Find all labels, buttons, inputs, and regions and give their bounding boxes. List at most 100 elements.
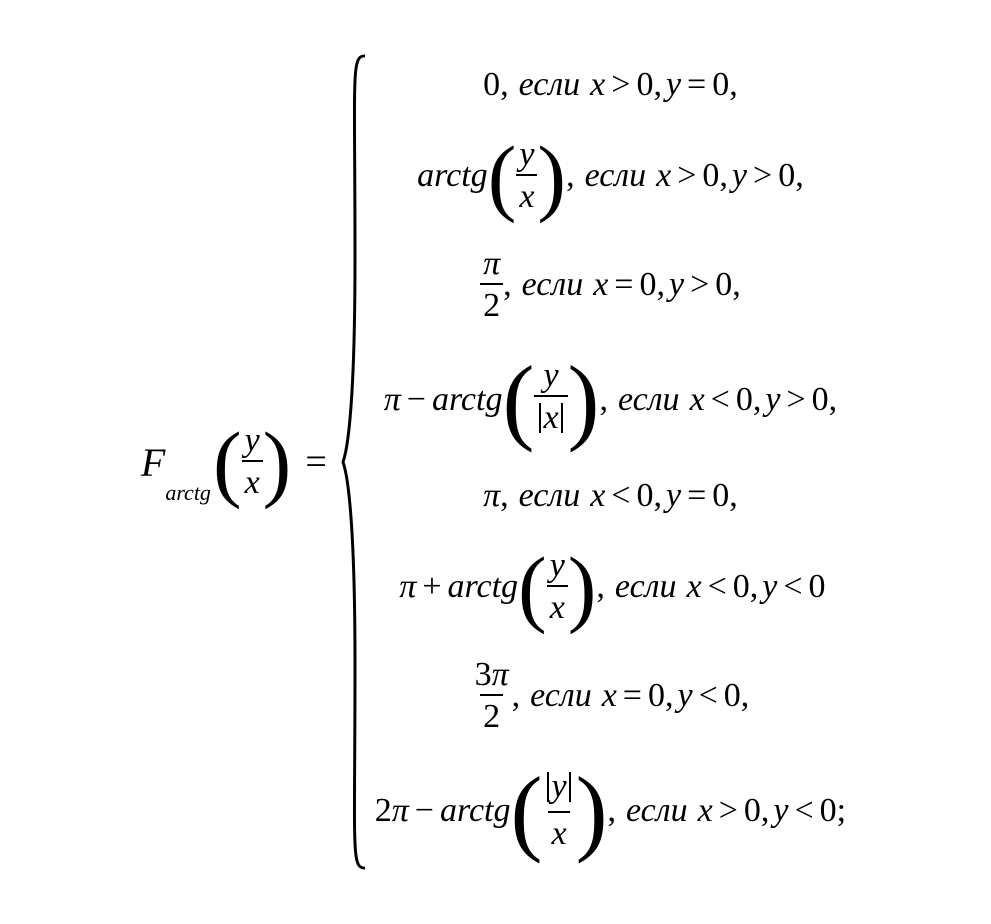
equation-lhs: F arctg ( y x ) — [141, 412, 291, 512]
abs-bar — [569, 772, 571, 802]
end: , — [829, 381, 842, 419]
fraction: y x — [516, 138, 537, 214]
comma: , — [753, 381, 766, 419]
comma: , — [719, 157, 732, 195]
fraction: y x — [542, 770, 575, 851]
end: , — [732, 266, 745, 304]
case-row-6: π + arctg ( y x ) , если x<0, y<0 — [375, 537, 850, 637]
num: 3π — [472, 658, 512, 694]
rparen: ) — [576, 755, 608, 866]
rparen: ) — [263, 412, 292, 512]
comma: , — [608, 792, 621, 830]
end: , — [741, 677, 754, 715]
plus: + — [416, 568, 447, 606]
den: 2 — [480, 283, 503, 323]
arctg: arctg — [448, 568, 519, 606]
rel: > — [780, 381, 811, 419]
arg: ( y x ) — [502, 344, 599, 455]
y: y — [551, 770, 566, 804]
rel: < — [705, 381, 736, 419]
rel: < — [702, 568, 733, 606]
arg: ( y x ) — [488, 126, 566, 226]
abs-bar — [539, 403, 541, 433]
rel: > — [605, 66, 636, 104]
case-row-4: π − arctg ( y x ) , если x<0, y>0, — [375, 344, 850, 455]
rparen: ) — [568, 344, 600, 455]
comma: , — [656, 266, 669, 304]
fraction-3pi-2: 3π 2 — [472, 658, 512, 734]
if-word: если — [524, 677, 602, 715]
end: , — [795, 157, 808, 195]
num: π — [480, 247, 503, 283]
yv: 0 — [712, 66, 729, 104]
rel: < — [605, 477, 636, 515]
comma: , — [600, 381, 613, 419]
xv: 0 — [744, 792, 761, 830]
rel: > — [671, 157, 702, 195]
x: x — [590, 477, 605, 515]
yv: 0 — [809, 568, 826, 606]
three: 3 — [475, 656, 492, 693]
case-row-8: 2π − arctg ( y x ) , если x>0, y<0; — [375, 755, 850, 866]
pi: π — [399, 568, 416, 606]
yv: 0 — [715, 266, 732, 304]
piecewise-equation: F arctg ( y x ) = 0, если x>0, y=0, — [141, 54, 850, 870]
yv: 0 — [778, 157, 795, 195]
lparen: ( — [488, 126, 517, 226]
den: x — [548, 811, 569, 851]
fraction-pi-2: π 2 — [480, 247, 503, 323]
x: x — [656, 157, 671, 195]
rel: < — [777, 568, 808, 606]
if-word: если — [513, 477, 591, 515]
lparen: ( — [502, 344, 534, 455]
pi: π — [392, 792, 409, 830]
rel: < — [693, 677, 724, 715]
num: y — [516, 138, 537, 174]
arctg: arctg — [417, 157, 488, 195]
rel: = — [617, 677, 648, 715]
arg: ( y x ) — [518, 537, 596, 637]
two: 2 — [375, 792, 392, 830]
abs-bar — [547, 772, 549, 802]
abs-x: x — [537, 401, 564, 435]
rel: < — [788, 792, 819, 830]
comma: , — [653, 66, 666, 104]
lparen: ( — [511, 755, 543, 866]
num: y — [547, 549, 568, 585]
den: 2 — [480, 694, 503, 734]
x: x — [543, 401, 558, 435]
if-word: если — [609, 568, 687, 606]
rel: > — [747, 157, 778, 195]
rel: > — [684, 266, 715, 304]
arctg: arctg — [440, 792, 511, 830]
case-row-7: 3π 2 , если x=0, y<0, — [375, 651, 850, 741]
xv: 0 — [702, 157, 719, 195]
rel: = — [681, 66, 712, 104]
y: y — [666, 66, 681, 104]
if-word: если — [579, 157, 657, 195]
cases-list: 0, если x>0, y=0, arctg ( y x ) , если x… — [369, 54, 850, 870]
rel: > — [713, 792, 744, 830]
end: ; — [837, 792, 850, 830]
y: y — [669, 266, 684, 304]
case-row-2: arctg ( y x ) , если x>0, y>0, — [375, 126, 850, 226]
if-word: если — [516, 266, 594, 304]
lhs-argument: ( y x ) — [213, 412, 291, 512]
rparen: ) — [568, 537, 597, 637]
y: y — [773, 792, 788, 830]
case-row-1: 0, если x>0, y=0, — [375, 58, 850, 112]
xv: 0 — [733, 568, 750, 606]
comma: , — [500, 477, 513, 515]
y: y — [677, 677, 692, 715]
x: x — [590, 66, 605, 104]
equals-sign: = — [297, 440, 334, 484]
yv: 0 — [724, 677, 741, 715]
if-word: если — [513, 66, 591, 104]
minus: − — [401, 381, 432, 419]
y: y — [732, 157, 747, 195]
left-brace — [341, 54, 369, 870]
xv: 0 — [636, 477, 653, 515]
case-row-3: π 2 , если x=0, y>0, — [375, 240, 850, 330]
end: , — [729, 66, 742, 104]
abs-bar — [561, 403, 563, 433]
